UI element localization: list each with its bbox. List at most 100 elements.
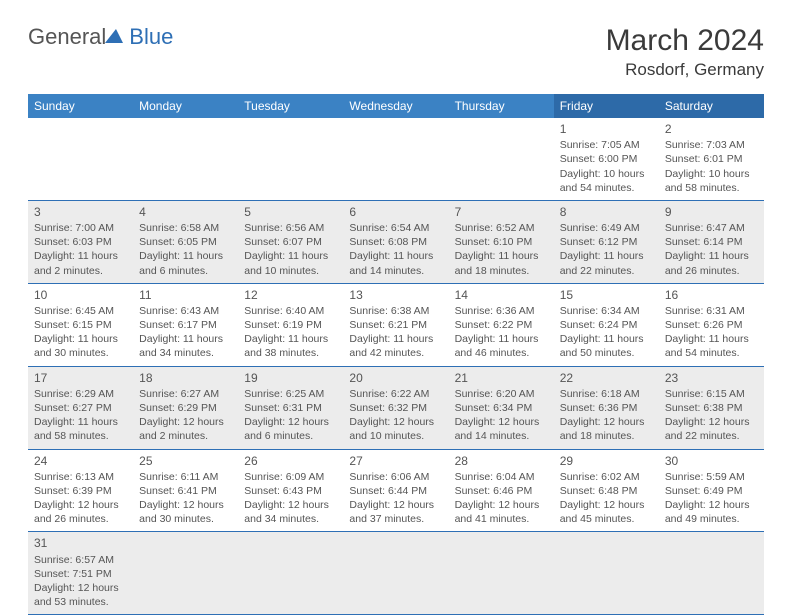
- sunrise-text: Sunrise: 6:13 AM: [34, 470, 127, 484]
- calendar-day-cell: 25Sunrise: 6:11 AMSunset: 6:41 PMDayligh…: [133, 449, 238, 532]
- sunset-text: Sunset: 6:39 PM: [34, 484, 127, 498]
- day-number: 26: [244, 453, 337, 469]
- sunset-text: Sunset: 6:12 PM: [560, 235, 653, 249]
- sunset-text: Sunset: 6:07 PM: [244, 235, 337, 249]
- calendar-day-cell: [554, 532, 659, 615]
- weekday-saturday: Saturday: [659, 94, 764, 118]
- daylight-text: and 6 minutes.: [244, 429, 337, 443]
- calendar-day-cell: 26Sunrise: 6:09 AMSunset: 6:43 PMDayligh…: [238, 449, 343, 532]
- sunrise-text: Sunrise: 6:25 AM: [244, 387, 337, 401]
- daylight-text: Daylight: 12 hours: [665, 498, 758, 512]
- sunset-text: Sunset: 6:27 PM: [34, 401, 127, 415]
- sunset-text: Sunset: 6:38 PM: [665, 401, 758, 415]
- daylight-text: and 46 minutes.: [455, 346, 548, 360]
- logo-text-2: Blue: [129, 24, 173, 50]
- calendar-day-cell: 17Sunrise: 6:29 AMSunset: 6:27 PMDayligh…: [28, 366, 133, 449]
- sunset-text: Sunset: 6:32 PM: [349, 401, 442, 415]
- sunset-text: Sunset: 7:51 PM: [34, 567, 127, 581]
- calendar-day-cell: 2Sunrise: 7:03 AMSunset: 6:01 PMDaylight…: [659, 118, 764, 200]
- daylight-text: Daylight: 11 hours: [34, 415, 127, 429]
- day-number: 5: [244, 204, 337, 220]
- sunrise-text: Sunrise: 6:58 AM: [139, 221, 232, 235]
- sunrise-text: Sunrise: 6:09 AM: [244, 470, 337, 484]
- sunrise-text: Sunrise: 6:27 AM: [139, 387, 232, 401]
- sunrise-text: Sunrise: 6:54 AM: [349, 221, 442, 235]
- daylight-text: and 37 minutes.: [349, 512, 442, 526]
- day-number: 21: [455, 370, 548, 386]
- sunset-text: Sunset: 6:36 PM: [560, 401, 653, 415]
- daylight-text: and 14 minutes.: [349, 264, 442, 278]
- sunrise-text: Sunrise: 6:49 AM: [560, 221, 653, 235]
- day-number: 28: [455, 453, 548, 469]
- daylight-text: Daylight: 12 hours: [455, 498, 548, 512]
- sunset-text: Sunset: 6:22 PM: [455, 318, 548, 332]
- calendar-day-cell: 28Sunrise: 6:04 AMSunset: 6:46 PMDayligh…: [449, 449, 554, 532]
- location: Rosdorf, Germany: [606, 60, 764, 80]
- calendar-week-row: 10Sunrise: 6:45 AMSunset: 6:15 PMDayligh…: [28, 283, 764, 366]
- day-number: 9: [665, 204, 758, 220]
- day-number: 23: [665, 370, 758, 386]
- logo-triangle-icon: [105, 29, 125, 43]
- sunrise-text: Sunrise: 6:06 AM: [349, 470, 442, 484]
- logo: GeneralBlue: [28, 24, 173, 50]
- daylight-text: Daylight: 11 hours: [349, 249, 442, 263]
- calendar-day-cell: 9Sunrise: 6:47 AMSunset: 6:14 PMDaylight…: [659, 200, 764, 283]
- daylight-text: Daylight: 11 hours: [665, 332, 758, 346]
- sunrise-text: Sunrise: 6:29 AM: [34, 387, 127, 401]
- sunset-text: Sunset: 6:41 PM: [139, 484, 232, 498]
- sunrise-text: Sunrise: 6:34 AM: [560, 304, 653, 318]
- day-number: 29: [560, 453, 653, 469]
- day-number: 31: [34, 535, 127, 551]
- daylight-text: and 58 minutes.: [34, 429, 127, 443]
- calendar-day-cell: 6Sunrise: 6:54 AMSunset: 6:08 PMDaylight…: [343, 200, 448, 283]
- sunrise-text: Sunrise: 6:15 AM: [665, 387, 758, 401]
- calendar-day-cell: 7Sunrise: 6:52 AMSunset: 6:10 PMDaylight…: [449, 200, 554, 283]
- day-number: 15: [560, 287, 653, 303]
- calendar-day-cell: 31Sunrise: 6:57 AMSunset: 7:51 PMDayligh…: [28, 532, 133, 615]
- daylight-text: Daylight: 12 hours: [244, 498, 337, 512]
- calendar-day-cell: 10Sunrise: 6:45 AMSunset: 6:15 PMDayligh…: [28, 283, 133, 366]
- sunset-text: Sunset: 6:48 PM: [560, 484, 653, 498]
- day-number: 19: [244, 370, 337, 386]
- day-number: 8: [560, 204, 653, 220]
- calendar-day-cell: 8Sunrise: 6:49 AMSunset: 6:12 PMDaylight…: [554, 200, 659, 283]
- calendar-day-cell: 27Sunrise: 6:06 AMSunset: 6:44 PMDayligh…: [343, 449, 448, 532]
- daylight-text: and 41 minutes.: [455, 512, 548, 526]
- sunrise-text: Sunrise: 6:31 AM: [665, 304, 758, 318]
- sunrise-text: Sunrise: 6:45 AM: [34, 304, 127, 318]
- sunset-text: Sunset: 6:49 PM: [665, 484, 758, 498]
- daylight-text: Daylight: 11 hours: [455, 332, 548, 346]
- day-number: 7: [455, 204, 548, 220]
- calendar-day-cell: 22Sunrise: 6:18 AMSunset: 6:36 PMDayligh…: [554, 366, 659, 449]
- daylight-text: Daylight: 11 hours: [665, 249, 758, 263]
- month-year: March 2024: [606, 24, 764, 58]
- daylight-text: Daylight: 12 hours: [349, 415, 442, 429]
- calendar-day-cell: 14Sunrise: 6:36 AMSunset: 6:22 PMDayligh…: [449, 283, 554, 366]
- calendar-day-cell: 1Sunrise: 7:05 AMSunset: 6:00 PMDaylight…: [554, 118, 659, 200]
- daylight-text: Daylight: 12 hours: [560, 415, 653, 429]
- daylight-text: and 45 minutes.: [560, 512, 653, 526]
- daylight-text: and 34 minutes.: [244, 512, 337, 526]
- daylight-text: Daylight: 12 hours: [665, 415, 758, 429]
- weekday-wednesday: Wednesday: [343, 94, 448, 118]
- daylight-text: Daylight: 12 hours: [139, 415, 232, 429]
- sunset-text: Sunset: 6:10 PM: [455, 235, 548, 249]
- calendar-day-cell: 29Sunrise: 6:02 AMSunset: 6:48 PMDayligh…: [554, 449, 659, 532]
- calendar-day-cell: 3Sunrise: 7:00 AMSunset: 6:03 PMDaylight…: [28, 200, 133, 283]
- sunrise-text: Sunrise: 6:02 AM: [560, 470, 653, 484]
- calendar-day-cell: [449, 532, 554, 615]
- daylight-text: and 2 minutes.: [34, 264, 127, 278]
- calendar-day-cell: 5Sunrise: 6:56 AMSunset: 6:07 PMDaylight…: [238, 200, 343, 283]
- daylight-text: Daylight: 10 hours: [665, 167, 758, 181]
- daylight-text: Daylight: 11 hours: [560, 249, 653, 263]
- daylight-text: and 18 minutes.: [455, 264, 548, 278]
- sunset-text: Sunset: 6:43 PM: [244, 484, 337, 498]
- calendar-day-cell: [133, 118, 238, 200]
- daylight-text: and 30 minutes.: [139, 512, 232, 526]
- daylight-text: and 26 minutes.: [665, 264, 758, 278]
- day-number: 17: [34, 370, 127, 386]
- calendar-day-cell: 21Sunrise: 6:20 AMSunset: 6:34 PMDayligh…: [449, 366, 554, 449]
- day-number: 14: [455, 287, 548, 303]
- calendar-day-cell: 30Sunrise: 5:59 AMSunset: 6:49 PMDayligh…: [659, 449, 764, 532]
- calendar-week-row: 3Sunrise: 7:00 AMSunset: 6:03 PMDaylight…: [28, 200, 764, 283]
